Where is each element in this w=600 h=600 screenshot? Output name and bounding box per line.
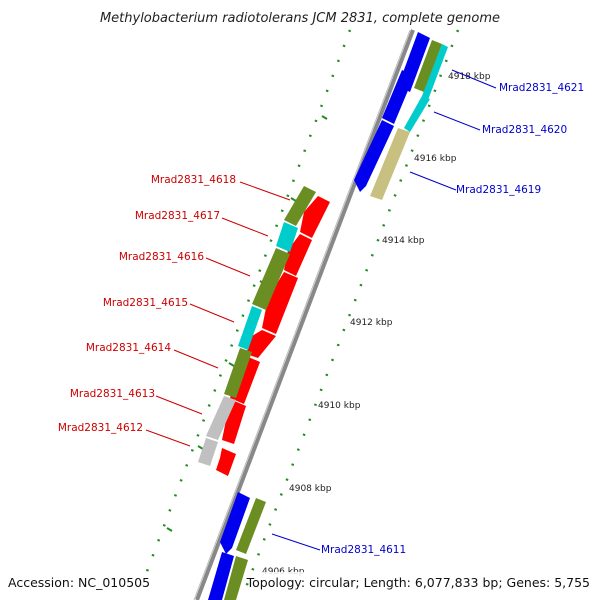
footer-backdrop-left [4,572,150,592]
gene-arrow-reverse[interactable] [222,400,246,444]
gene-label[interactable]: Mrad2831_4614 [86,342,171,354]
genome-backbone-highlight [193,29,411,600]
accession-text: Accession: NC_010505 [8,575,150,590]
gene-label[interactable]: Mrad2831_4618 [151,174,236,186]
label-leaders [145,69,497,551]
tick-label: 4910 kbp [318,401,361,411]
gene-arrow-forward[interactable] [208,552,234,600]
gene-label[interactable]: Mrad2831_4621 [499,82,584,94]
map-title: Methylobacterium radiotolerans JCM 2831,… [100,11,500,26]
tick-label: 4908 kbp [289,484,332,494]
footer-backdrop-right [258,572,598,592]
gene-label[interactable]: Mrad2831_4612 [58,422,143,434]
genome-backbone [195,29,415,600]
gene-label[interactable]: Mrad2831_4619 [456,184,541,196]
tick-label: 4912 kbp [350,318,393,328]
cog-band-olive [252,248,290,310]
gene-label[interactable]: Mrad2831_4620 [482,124,567,136]
topology-text: Topology: circular; Length: 6,077,833 bp… [246,575,590,590]
gene-label[interactable]: Mrad2831_4615 [103,297,188,309]
gene-arrow-forward[interactable] [220,492,250,554]
gene-label[interactable]: Mrad2831_4616 [119,251,204,263]
cog-band-cyan [422,44,448,100]
gene-arrow-forward[interactable] [382,70,414,124]
gene-labels: Mrad2831_4621 Mrad2831_4620 Mrad2831_461… [58,82,584,556]
cog-band-gray [206,396,236,440]
gene-features [198,32,448,600]
cog-band-olive [284,186,316,226]
cog-band-cyan [238,306,262,350]
cog-band-cyan [276,222,298,252]
gene-arrow-reverse[interactable] [284,234,312,276]
cog-band-olive [414,40,442,92]
gene-label[interactable]: Mrad2831_4613 [70,388,155,400]
gene-arrow-reverse[interactable] [246,330,276,358]
cog-band-olive [224,556,248,600]
cog-band-cyan [404,96,430,132]
gene-arrow-reverse[interactable] [262,272,298,334]
gene-arrow-forward[interactable] [354,120,394,192]
gene-label[interactable]: Mrad2831_4611 [321,544,406,556]
cog-band-olive [224,348,252,398]
gene-arrow-reverse[interactable] [216,448,236,476]
cog-band-khaki [370,128,410,200]
gene-arrow-reverse[interactable] [300,196,330,238]
tick-label: 4916 kbp [414,154,457,164]
cog-band-olive [236,498,266,554]
gene-label[interactable]: Mrad2831_4617 [135,210,220,222]
cog-band-gray [198,438,218,466]
tick-label: 4914 kbp [382,236,425,246]
